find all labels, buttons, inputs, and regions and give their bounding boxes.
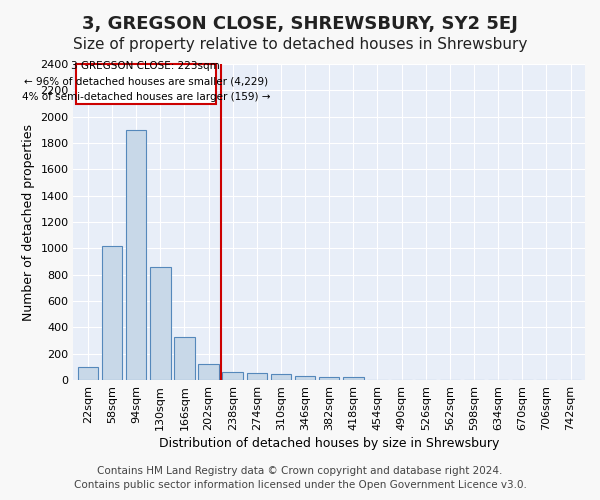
Bar [271, 374, 291, 380]
Bar [77, 367, 98, 380]
FancyBboxPatch shape [76, 64, 216, 104]
Bar [199, 364, 219, 380]
Y-axis label: Number of detached properties: Number of detached properties [22, 124, 35, 320]
Text: 3, GREGSON CLOSE, SHREWSBURY, SY2 5EJ: 3, GREGSON CLOSE, SHREWSBURY, SY2 5EJ [82, 15, 518, 33]
X-axis label: Distribution of detached houses by size in Shrewsbury: Distribution of detached houses by size … [159, 437, 499, 450]
Bar [102, 246, 122, 380]
Bar [223, 372, 243, 380]
Bar [126, 130, 146, 380]
Bar [150, 267, 170, 380]
Bar [295, 376, 316, 380]
Bar [319, 378, 340, 380]
Text: Contains HM Land Registry data © Crown copyright and database right 2024.
Contai: Contains HM Land Registry data © Crown c… [74, 466, 526, 490]
Text: Size of property relative to detached houses in Shrewsbury: Size of property relative to detached ho… [73, 38, 527, 52]
Text: 3 GREGSON CLOSE: 223sqm
← 96% of detached houses are smaller (4,229)
4% of semi-: 3 GREGSON CLOSE: 223sqm ← 96% of detache… [22, 61, 270, 102]
Bar [247, 374, 267, 380]
Bar [343, 378, 364, 380]
Bar [174, 338, 195, 380]
